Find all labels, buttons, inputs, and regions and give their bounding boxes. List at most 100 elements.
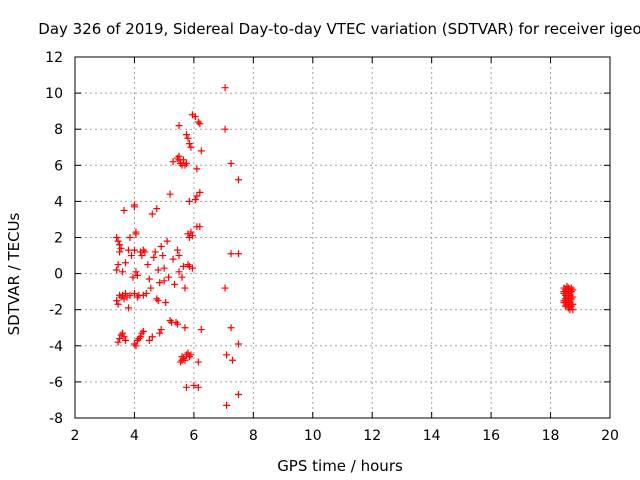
data-point	[157, 243, 165, 251]
data-point	[197, 147, 205, 155]
data-point	[197, 326, 205, 334]
data-point	[114, 338, 122, 346]
data-point	[184, 134, 192, 142]
data-point	[569, 306, 577, 314]
x-tick-label: 2	[71, 428, 80, 444]
data-point	[175, 268, 183, 276]
y-tick-label: -6	[49, 375, 63, 391]
data-point	[171, 280, 179, 288]
data-point	[114, 261, 122, 269]
data-point	[122, 336, 130, 344]
data-point	[142, 289, 150, 297]
data-point	[156, 279, 164, 287]
data-point	[125, 304, 132, 312]
data-point	[234, 176, 242, 184]
data-point	[116, 248, 124, 256]
data-point	[191, 196, 199, 204]
data-point	[160, 264, 168, 272]
data-point	[151, 248, 159, 256]
data-point	[159, 252, 167, 260]
y-tick-labels: -8 -6 -4 -2 0 2 4 6 8 10 12	[45, 50, 63, 427]
data-point	[227, 324, 235, 332]
data-point	[196, 188, 204, 196]
data-point	[227, 159, 235, 167]
data-point	[569, 286, 577, 294]
data-point	[185, 140, 193, 148]
data-point	[169, 158, 177, 166]
data-point	[196, 223, 204, 231]
data-point	[113, 266, 121, 274]
data-point	[223, 351, 231, 359]
x-tick-label: 18	[542, 428, 560, 444]
y-tick-label: 4	[54, 194, 63, 210]
data-point	[234, 391, 242, 399]
data-point	[148, 333, 156, 341]
data-point	[166, 317, 174, 325]
data-point	[132, 342, 140, 350]
y-tick-label: -4	[49, 339, 63, 355]
data-point	[234, 250, 242, 258]
data-point	[153, 205, 161, 213]
data-point	[117, 244, 125, 252]
y-tick-label: 2	[54, 231, 63, 247]
y-tick-label: 6	[54, 158, 63, 174]
data-point	[221, 125, 229, 133]
data-point	[182, 159, 190, 167]
data-point	[125, 246, 132, 254]
data-point	[160, 277, 168, 285]
data-point	[136, 333, 144, 341]
data-point	[150, 253, 158, 261]
data-point	[133, 271, 141, 279]
x-tick-label: 8	[249, 428, 258, 444]
data-point	[144, 261, 152, 269]
data-point	[191, 113, 199, 121]
data-point	[187, 228, 195, 236]
axis-ticks	[74, 56, 611, 419]
data-point	[181, 356, 189, 364]
data-point	[162, 298, 170, 306]
data-point	[145, 336, 153, 344]
data-point	[157, 326, 165, 334]
data-point	[116, 335, 124, 343]
data-point	[196, 120, 204, 128]
data-point	[119, 329, 127, 337]
data-point	[188, 232, 196, 240]
data-point	[172, 318, 180, 326]
data-point	[182, 131, 190, 139]
data-point	[181, 284, 189, 292]
data-point	[229, 356, 237, 364]
data-point	[185, 197, 193, 205]
chart-title: Day 326 of 2019, Sidereal Day-to-day VTE…	[38, 20, 640, 38]
data-point	[113, 234, 121, 241]
x-tick-labels: 2 4 6 8 10 12 14 16 18 20	[71, 428, 619, 444]
data-point	[156, 329, 164, 337]
data-point	[132, 268, 140, 276]
data-point	[122, 289, 130, 297]
data-point	[174, 246, 182, 254]
data-point	[221, 284, 229, 292]
data-point	[130, 246, 138, 254]
data-point	[190, 382, 198, 390]
data-point	[178, 273, 186, 281]
data-point	[120, 206, 128, 214]
data-point	[187, 351, 195, 359]
data-point	[184, 261, 192, 269]
data-point	[187, 143, 195, 151]
data-point	[130, 201, 138, 209]
data-point	[175, 252, 183, 260]
data-point	[179, 156, 187, 164]
data-point	[154, 297, 162, 305]
data-point	[147, 284, 155, 292]
x-tick-label: 20	[601, 428, 619, 444]
data-point	[179, 262, 187, 270]
data-point	[139, 327, 147, 335]
data-point	[223, 401, 231, 409]
data-point	[569, 293, 577, 301]
x-tick-label: 12	[363, 428, 381, 444]
data-point	[193, 192, 201, 200]
data-point	[234, 340, 242, 348]
data-point	[154, 266, 162, 274]
data-point	[116, 241, 124, 249]
data-point	[113, 297, 121, 305]
